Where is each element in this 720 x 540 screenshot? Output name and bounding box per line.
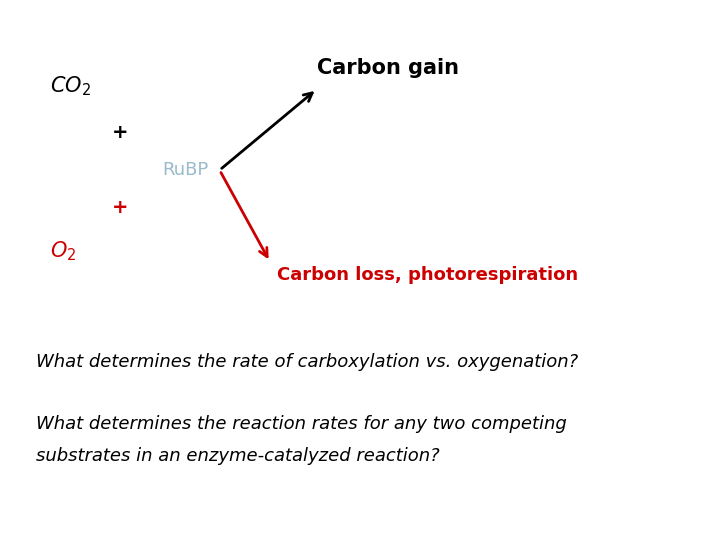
Text: What determines the rate of carboxylation vs. oxygenation?: What determines the rate of carboxylatio… <box>36 353 578 371</box>
Text: RuBP: RuBP <box>162 161 208 179</box>
Text: $CO_2$: $CO_2$ <box>50 75 91 98</box>
Text: Carbon loss, photorespiration: Carbon loss, photorespiration <box>277 266 578 285</box>
Text: $O_2$: $O_2$ <box>50 239 77 263</box>
Text: What determines the reaction rates for any two competing: What determines the reaction rates for a… <box>36 415 567 433</box>
Text: Carbon gain: Carbon gain <box>317 57 459 78</box>
Text: +: + <box>112 123 128 142</box>
Text: substrates in an enzyme-catalyzed reaction?: substrates in an enzyme-catalyzed reacti… <box>36 447 440 465</box>
Text: +: + <box>112 198 128 218</box>
